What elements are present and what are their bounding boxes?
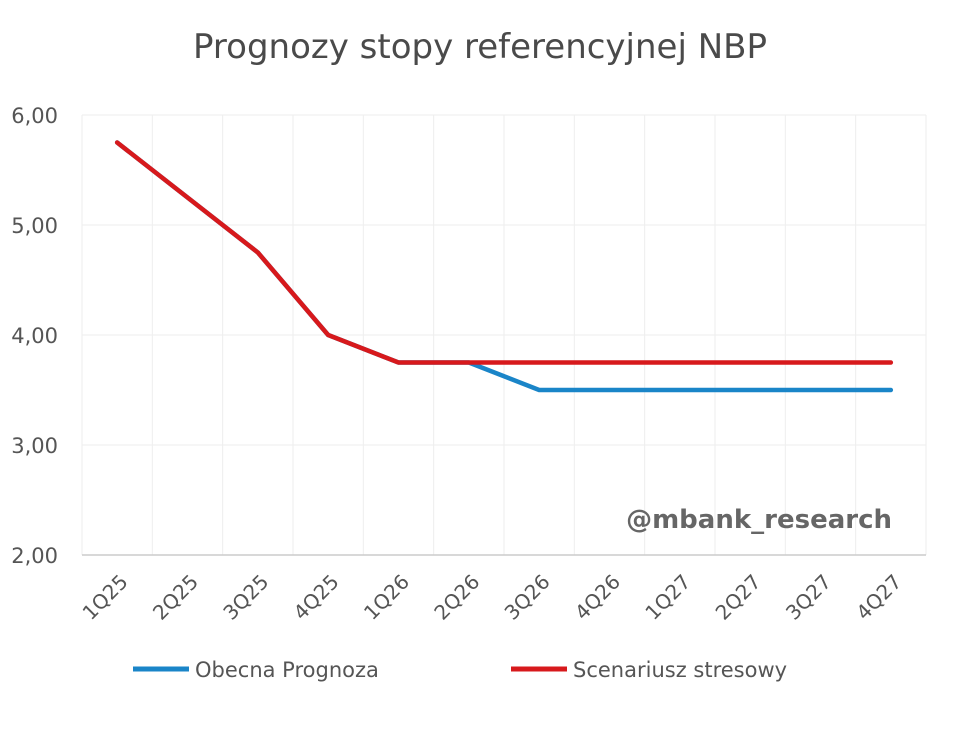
x-tick-label: 2Q26: [429, 570, 484, 625]
x-tick-label: 1Q26: [359, 570, 414, 625]
x-tick-label: 2Q25: [148, 570, 203, 625]
x-tick-label: 3Q26: [500, 570, 555, 625]
y-tick-label: 3,00: [11, 434, 58, 458]
legend-label: Obecna Prognoza: [195, 658, 379, 682]
legend-label: Scenariusz stresowy: [573, 658, 787, 682]
x-tick-label: 4Q26: [570, 570, 625, 625]
series: [114, 140, 894, 393]
y-tick-label: 2,00: [11, 544, 58, 568]
watermark-annotation: @mbank_research: [626, 505, 892, 535]
x-tick-label: 4Q25: [289, 570, 344, 625]
x-tick-label: 4Q27: [851, 570, 906, 625]
x-tick-label: 1Q27: [640, 570, 695, 625]
legend: Obecna Prognoza Scenariusz stresowy: [133, 658, 787, 682]
y-tick-label: 6,00: [11, 104, 58, 128]
x-tick-label: 2Q27: [711, 570, 766, 625]
x-axis-ticks: 1Q25 2Q25 3Q25 4Q25 1Q26 2Q26 3Q26 4Q26 1Q27 2Q27…: [78, 570, 907, 625]
series-line-2: [114, 140, 894, 365]
x-tick-label: 3Q27: [781, 570, 836, 625]
grid: [81, 114, 927, 555]
y-axis-ticks: 6,00 5,00 4,00 3,00 2,00: [11, 104, 58, 568]
chart-title: Prognozy stopy referencyjnej NBP: [193, 27, 767, 67]
x-tick-label: 3Q25: [218, 570, 273, 625]
x-tick-label: 1Q25: [78, 570, 133, 625]
y-tick-label: 5,00: [11, 214, 58, 238]
y-tick-label: 4,00: [11, 324, 58, 348]
